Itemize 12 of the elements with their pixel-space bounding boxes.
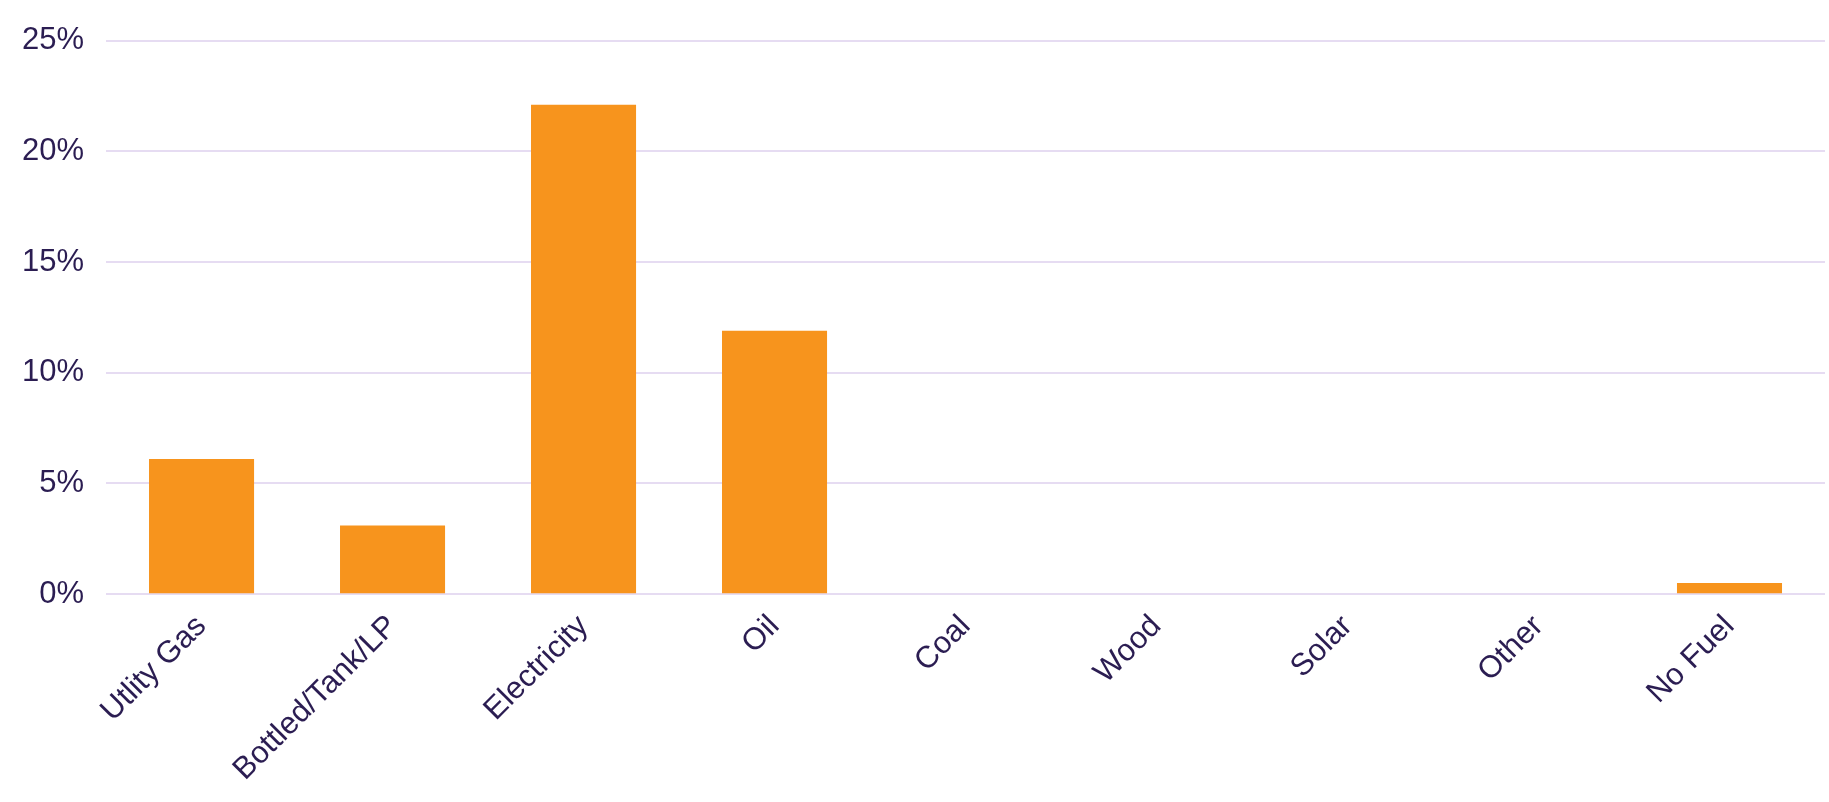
y-tick-label: 10% — [22, 353, 85, 389]
y-tick-label: 20% — [22, 131, 85, 167]
y-tick-label: 0% — [39, 574, 85, 610]
bar — [149, 459, 255, 594]
x-tick-label: Oil — [733, 607, 786, 660]
bar — [340, 525, 446, 594]
bar — [531, 104, 637, 594]
bar — [722, 330, 828, 594]
bar — [1676, 583, 1783, 594]
y-tick-label: 15% — [22, 242, 85, 278]
y-tick-label: 5% — [39, 463, 85, 499]
y-tick-label: 25% — [22, 21, 85, 57]
